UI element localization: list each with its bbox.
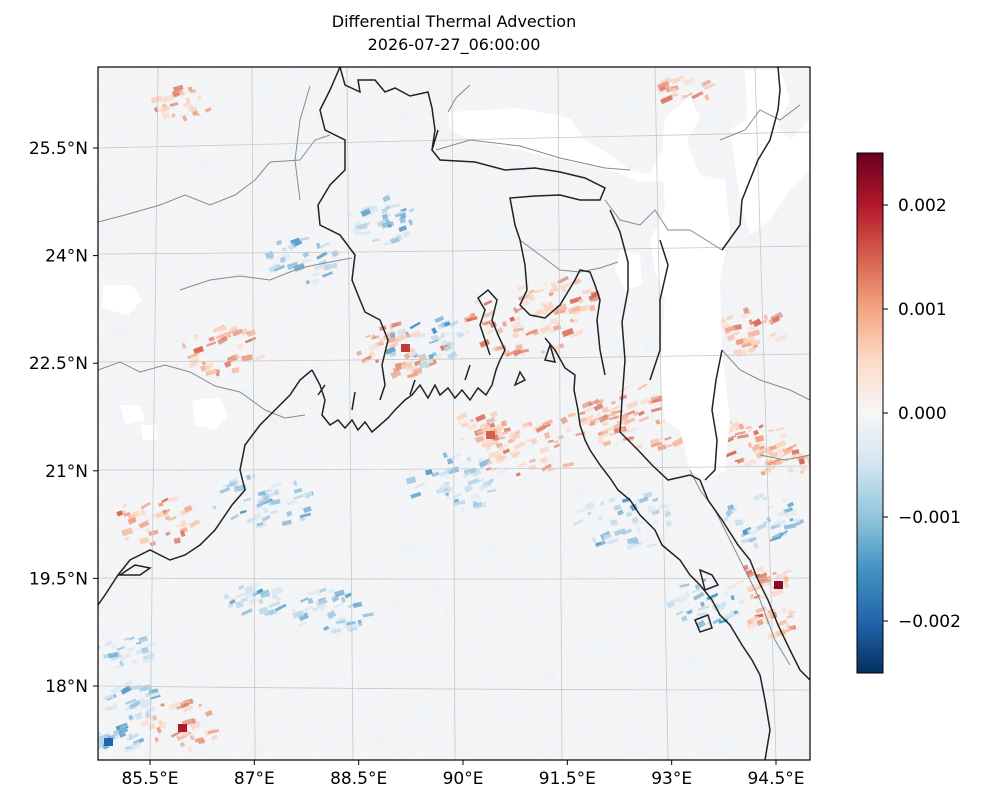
x-tick-label: 91.5°E: [539, 769, 596, 789]
y-tick-label: 19.5°N: [29, 569, 88, 589]
y-tick-label: 18°N: [45, 677, 88, 697]
colorbar-tick-label: 0.002: [898, 196, 947, 216]
chart-subtitle: 2026-07-27_06:00:00: [367, 35, 541, 54]
x-tick-label: 88.5°E: [330, 769, 387, 789]
coastline-and-borders: [98, 67, 810, 760]
field-anomalies: [98, 75, 810, 753]
state-borders: [98, 84, 810, 666]
x-tick-label: 90°E: [443, 769, 484, 789]
colorbar-tick-label: 0.001: [898, 300, 947, 320]
plot-frame: [97, 66, 811, 761]
colorbar-tick-label: −0.002: [898, 612, 961, 632]
y-axis-labels: 25.5°N 24°N 22.5°N 21°N 19.5°N 18°N: [29, 139, 88, 697]
y-tick-label: 22.5°N: [29, 354, 88, 374]
y-tick-label: 24°N: [45, 247, 88, 267]
x-tick-label: 93°E: [651, 769, 692, 789]
y-tick-marks: [93, 147, 98, 687]
graticule: [98, 67, 810, 760]
masked-regions: [102, 70, 810, 480]
colorbar-gradient: [856, 152, 884, 674]
y-tick-label: 21°N: [45, 462, 88, 482]
x-tick-label: 87°E: [234, 769, 275, 789]
x-tick-label: 85.5°E: [121, 769, 178, 789]
colorbar-ticks: 0.002 0.001 0.000 −0.001 −0.002: [883, 196, 961, 632]
x-tick-marks: [149, 760, 777, 765]
y-tick-label: 25.5°N: [29, 139, 88, 159]
colorbar-tick-label: 0.000: [898, 404, 947, 424]
x-axis-labels: 85.5°E 87°E 88.5°E 90°E 91.5°E 93°E 94.5°E: [121, 769, 804, 789]
chart-title: Differential Thermal Advection: [331, 12, 577, 31]
x-tick-label: 94.5°E: [747, 769, 804, 789]
colorbar-tick-label: −0.001: [898, 508, 961, 528]
